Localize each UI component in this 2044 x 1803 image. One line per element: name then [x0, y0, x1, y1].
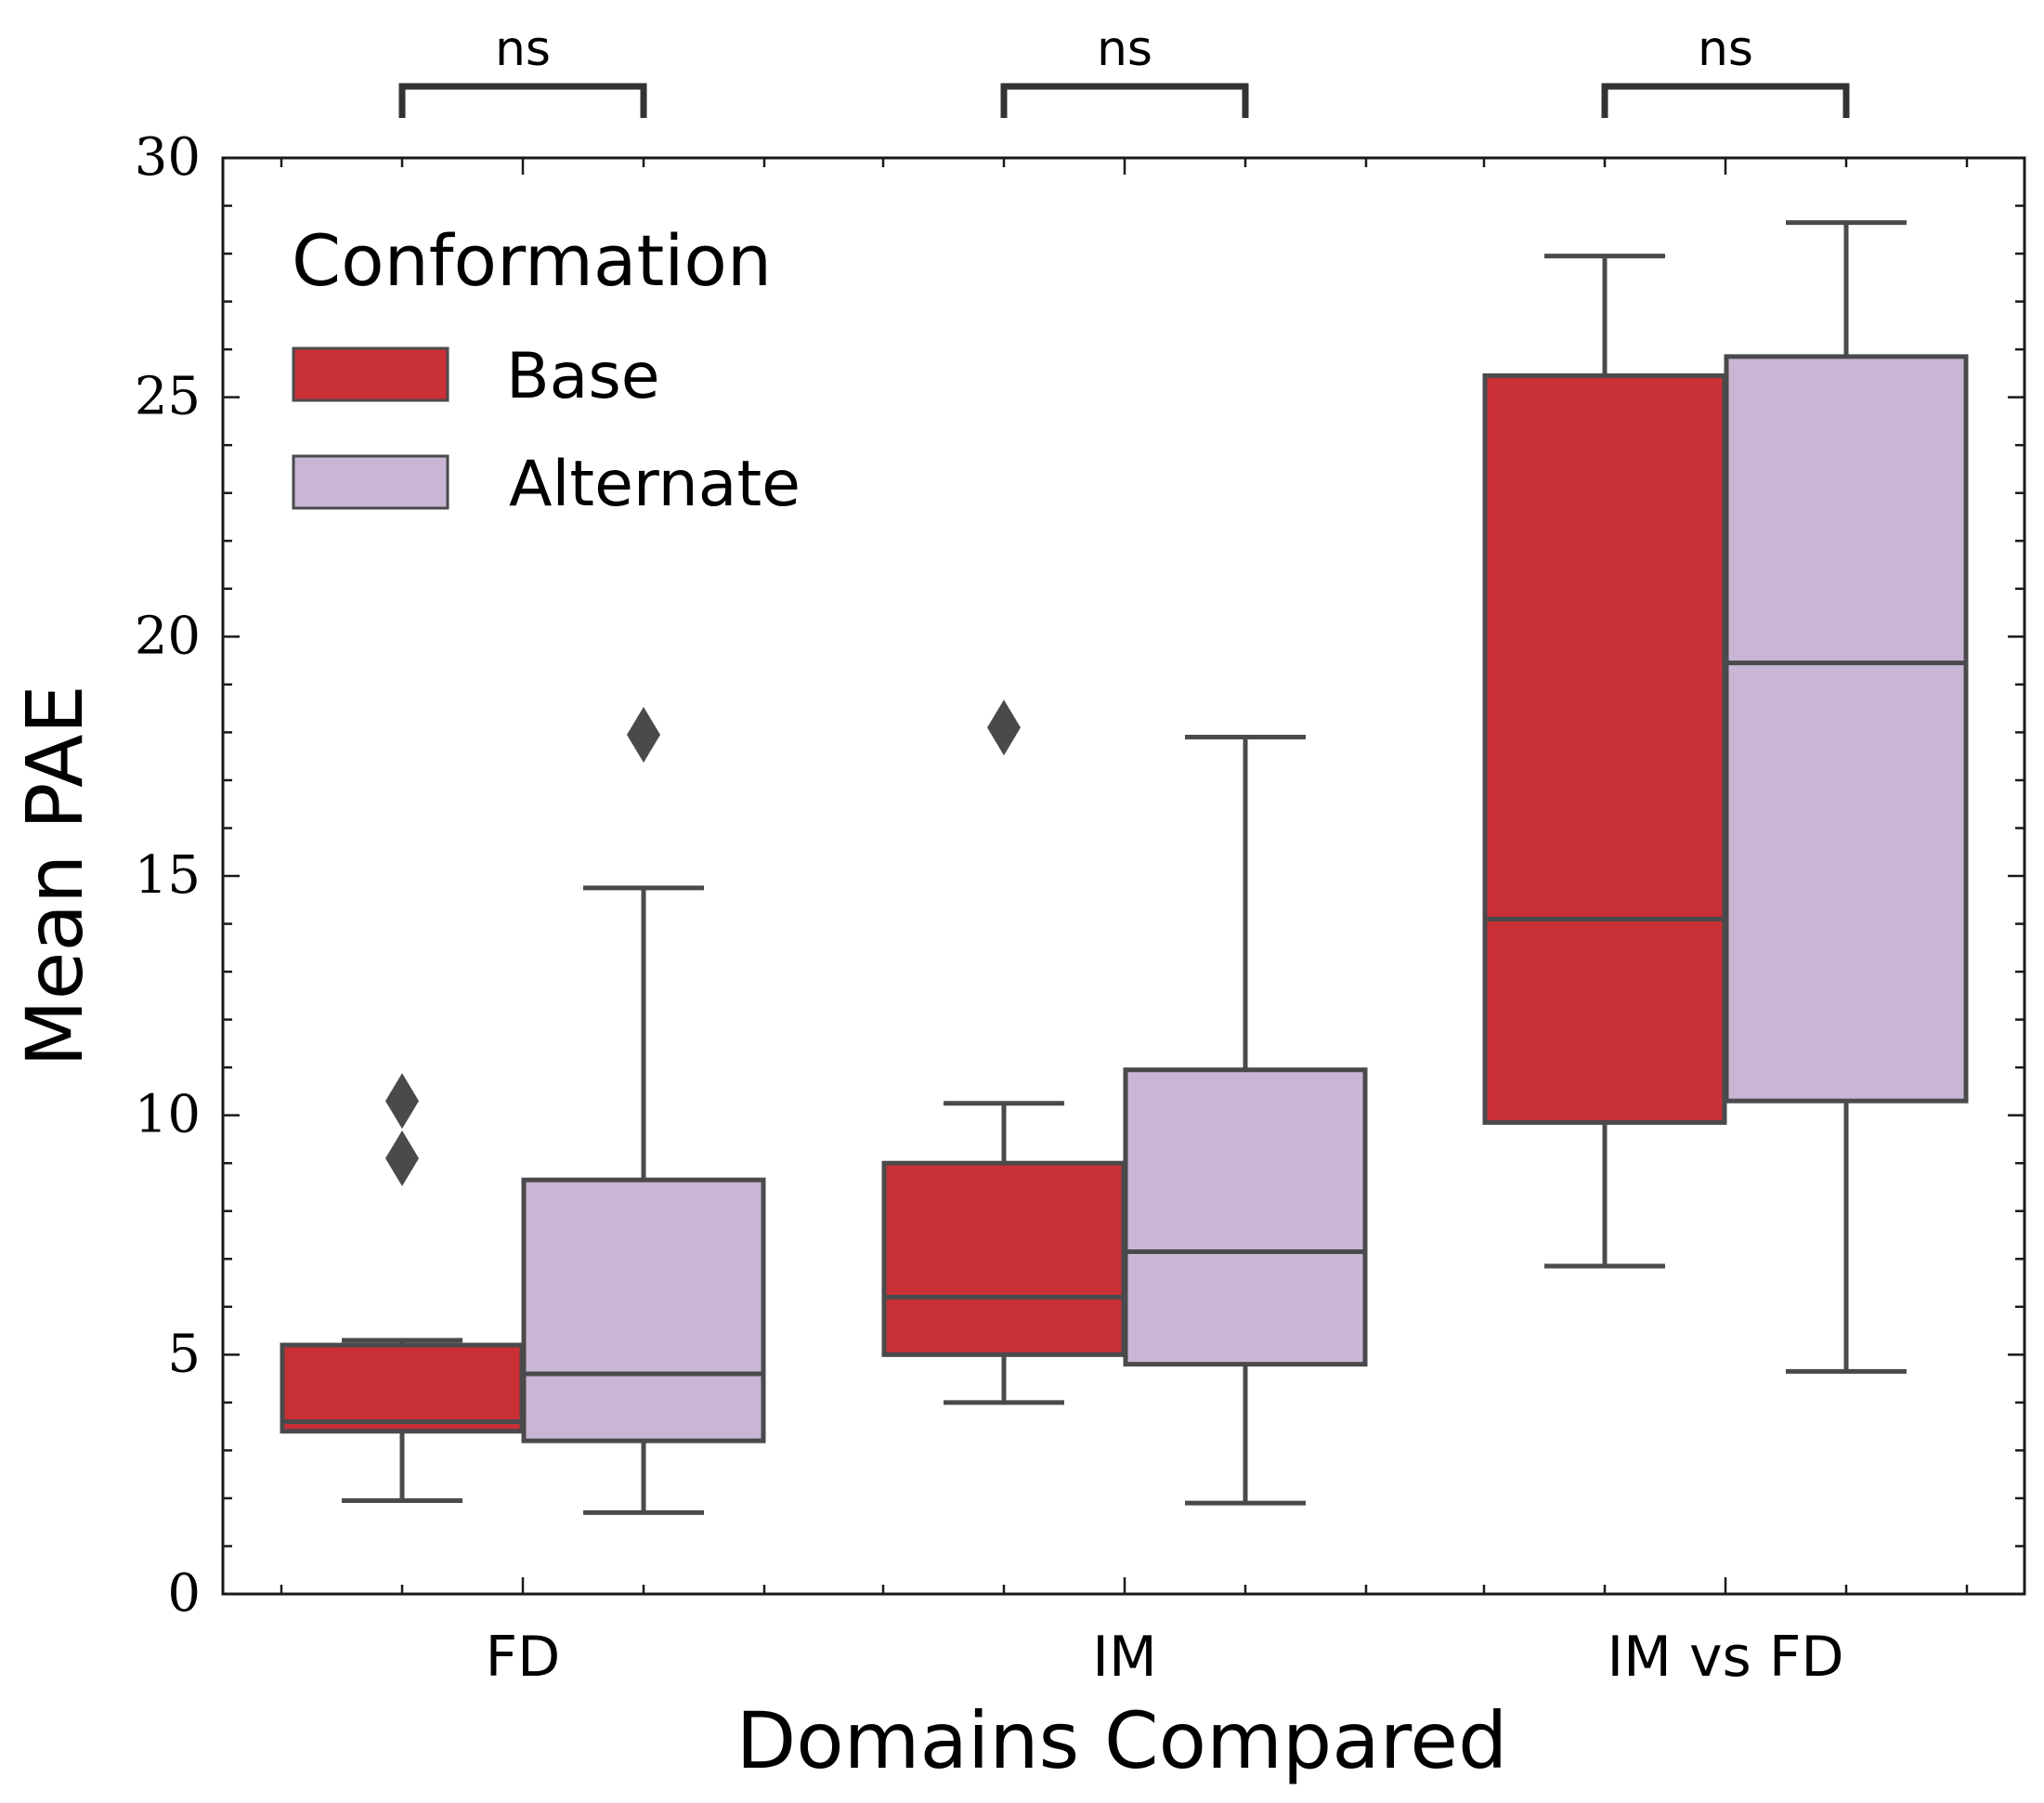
- y-tick-label: 15: [135, 845, 201, 906]
- box-alternate-im-vs-fd: [1724, 220, 1969, 1374]
- significance-bracket: [398, 83, 647, 118]
- box-alternate-fd: [521, 706, 766, 1515]
- box-iqr: [1724, 354, 1969, 1104]
- significance-label: ns: [495, 21, 551, 77]
- y-axis-label: Mean PAE: [9, 685, 100, 1066]
- y-tick-label: 0: [167, 1563, 201, 1624]
- box-iqr: [1482, 372, 1727, 1125]
- significance-bracket: [1601, 83, 1850, 118]
- outlier-marker: [385, 1130, 419, 1187]
- y-tick-label: 25: [135, 367, 201, 427]
- legend-swatch-alternate: [292, 454, 449, 510]
- box-alternate-im: [1123, 735, 1368, 1506]
- outlier-marker: [627, 706, 660, 763]
- legend: Conformation Base Alternate: [292, 219, 801, 521]
- x-tick-label: FD: [486, 1625, 561, 1690]
- x-axis: FD IM IM vs FD: [280, 158, 1969, 1690]
- x-axis-label: Domains Compared: [736, 1695, 1508, 1786]
- box-iqr: [1123, 1067, 1368, 1367]
- x-tick-label: IM vs FD: [1607, 1625, 1843, 1690]
- x-tick-label: IM: [1092, 1625, 1156, 1690]
- y-tick-label: 20: [135, 606, 201, 666]
- significance-label: ns: [1097, 21, 1152, 77]
- legend-label-alternate: Alternate: [509, 448, 801, 521]
- box-series: [280, 220, 1969, 1515]
- box-iqr: [881, 1160, 1126, 1357]
- box-base-im-vs-fd: [1482, 254, 1727, 1269]
- significance-annotations: ns ns ns: [398, 21, 1850, 118]
- box-iqr: [521, 1177, 766, 1444]
- legend-swatch-base: [292, 346, 449, 402]
- outlier-marker: [987, 699, 1021, 756]
- y-tick-label: 5: [167, 1324, 201, 1384]
- significance-label: ns: [1698, 21, 1753, 77]
- box-base-im: [881, 699, 1126, 1405]
- legend-label-base: Base: [506, 340, 660, 413]
- legend-title: Conformation: [292, 219, 772, 302]
- y-tick-label: 10: [135, 1085, 201, 1145]
- y-axis: 0 5 10 15 20 25 30: [135, 127, 2024, 1624]
- box-base-fd: [280, 1073, 525, 1504]
- significance-bracket: [1000, 83, 1249, 118]
- box-iqr: [280, 1342, 525, 1434]
- y-tick-label: 30: [135, 127, 201, 188]
- outlier-marker: [385, 1073, 419, 1130]
